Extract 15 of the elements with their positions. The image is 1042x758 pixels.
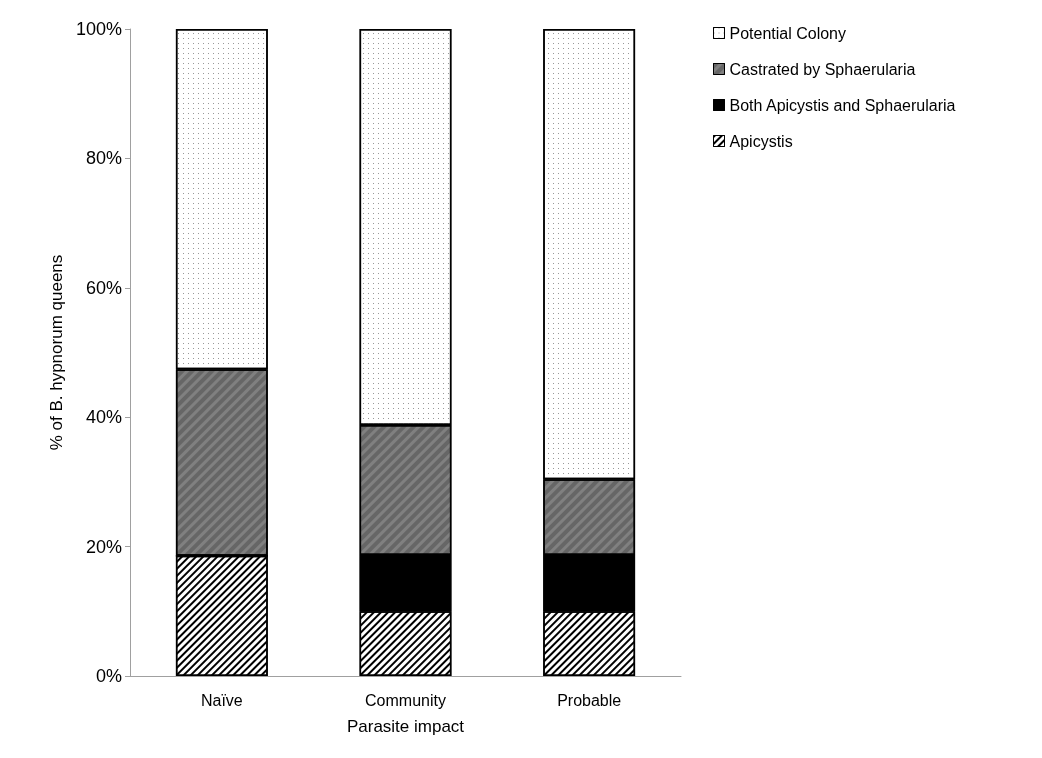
y-tick-label: 20%: [85, 536, 122, 557]
x-axis-title: Parasite impact: [346, 717, 465, 736]
y-axis-title: % of B. hypnorum queens: [47, 254, 67, 451]
y-tick-label: 40%: [85, 407, 122, 428]
y-tick-label: 80%: [85, 148, 122, 169]
legend-label: Castrated by Sphaerularia: [729, 60, 916, 78]
legend-label: Apicystis: [729, 132, 793, 150]
y-tick-label: 60%: [85, 277, 122, 298]
y-tick-label: 0%: [95, 666, 122, 686]
y-tick-label: 100%: [75, 19, 122, 39]
legend-label: Potential Colony: [729, 24, 847, 42]
x-tick-label: Probable: [557, 691, 622, 709]
x-tick-label: Naïve: [200, 691, 243, 709]
legend-label: Both Apicystis and Sphaerularia: [729, 96, 956, 114]
x-tick-label: Community: [365, 691, 446, 709]
